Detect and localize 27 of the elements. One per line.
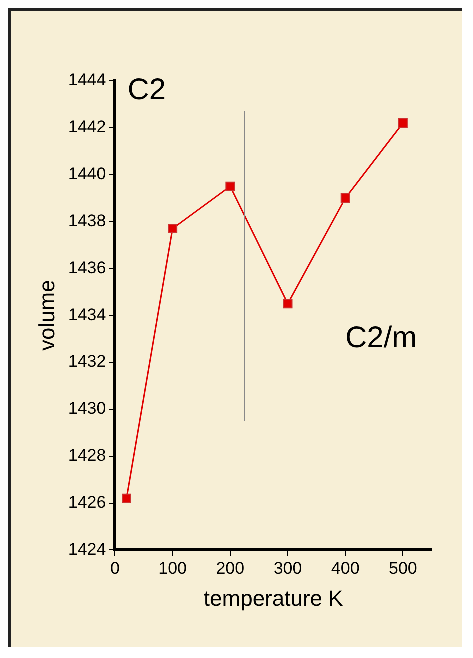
point	[168, 224, 178, 234]
y-tick-label: 1438	[68, 211, 106, 230]
annotation: C2/m	[345, 321, 418, 354]
y-tick-label: 1444	[68, 70, 106, 90]
x-tick-label: 100	[158, 559, 188, 578]
x-tick-label: 0	[110, 559, 120, 578]
point	[340, 194, 350, 204]
x-axis-title: temperature K	[204, 586, 344, 611]
x-tick-label: 400	[331, 559, 360, 578]
y-tick-label: 1432	[68, 352, 106, 372]
x-tick-label: 500	[389, 559, 418, 578]
y-tick-label: 1424	[68, 540, 106, 559]
y-tick-label: 1426	[68, 492, 106, 512]
y-axis-title: volume	[34, 280, 60, 352]
x-tick-label: 300	[274, 559, 302, 578]
x-tick-label: 200	[216, 559, 245, 578]
point	[226, 182, 236, 192]
y-tick-label: 1434	[68, 305, 106, 324]
point	[122, 494, 132, 504]
y-tick-label: 1440	[68, 164, 106, 184]
y-tick-label: 1442	[68, 118, 106, 137]
y-tick-label: 1436	[68, 258, 106, 278]
annotation: C2	[128, 73, 166, 106]
y-tick-label: 1428	[68, 446, 106, 466]
point	[398, 118, 408, 128]
point	[283, 299, 293, 309]
y-tick-label: 1430	[68, 399, 106, 418]
